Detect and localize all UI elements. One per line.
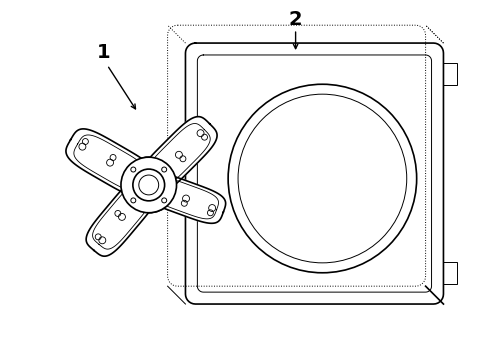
Circle shape	[121, 157, 176, 213]
Text: 1: 1	[98, 44, 111, 63]
Circle shape	[121, 157, 176, 213]
Circle shape	[133, 169, 165, 201]
Polygon shape	[66, 129, 154, 197]
Polygon shape	[147, 174, 225, 223]
Polygon shape	[86, 177, 158, 256]
Text: 2: 2	[289, 10, 302, 29]
Polygon shape	[141, 117, 217, 193]
